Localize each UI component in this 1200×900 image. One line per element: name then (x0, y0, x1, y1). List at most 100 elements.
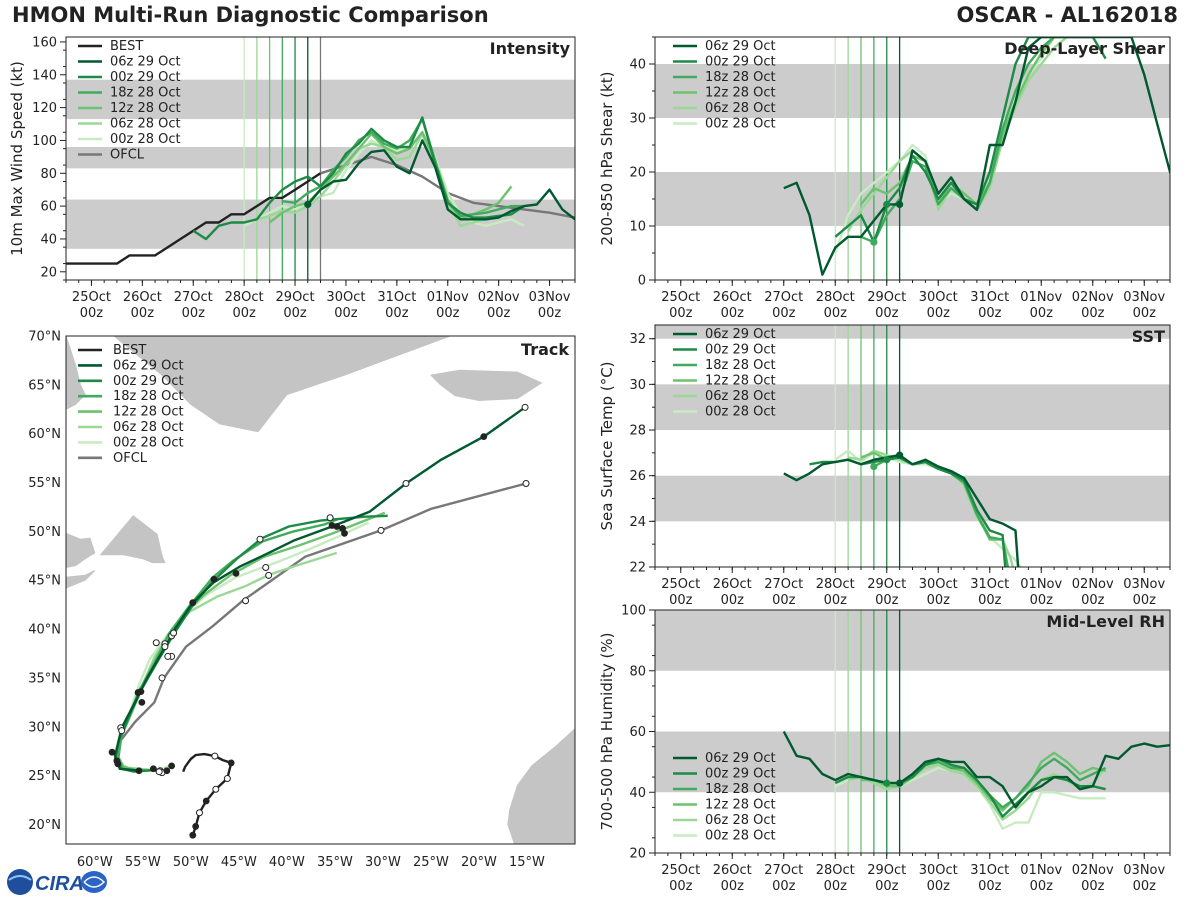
legend-label-00z-28-oct: 00z 28 Oct (705, 117, 776, 132)
x-tick-label: 26Oct (123, 290, 162, 305)
x-tick-label: 00z (182, 306, 206, 321)
track-point-open (223, 775, 231, 783)
panel-title: SST (1132, 327, 1165, 346)
x-tick-label: 00z (721, 879, 745, 894)
x-tick-label: 00z (1030, 593, 1054, 608)
track-point-open (161, 643, 169, 651)
x-tick-label: 00z (875, 306, 899, 321)
map-frame (65, 335, 576, 845)
x-tick-label: 00z (721, 306, 745, 321)
x-tick-label: 27Oct (764, 290, 803, 305)
track-point-open (195, 809, 203, 817)
x-tick-label: 00z (80, 306, 104, 321)
marker-06z-29-oct (304, 200, 312, 209)
plot-area (655, 37, 1170, 280)
rh-chart: 2040608010025Oct00z26Oct00z27Oct00z28Oct… (598, 604, 1171, 894)
x-tick-label: 26Oct (713, 290, 752, 305)
track-point-filled (210, 575, 218, 583)
track-point-filled (232, 569, 240, 577)
map-area (66, 336, 575, 844)
x-tick-label: 00z (334, 306, 358, 321)
y-tick-label: 30 (629, 378, 646, 393)
x-tick-label: 28Oct (816, 863, 855, 878)
y-tick-label: 100 (32, 134, 57, 149)
x-tick-label: 00z (669, 593, 693, 608)
track-06z-28-oct (115, 551, 338, 773)
x-tick-label: 00z (824, 306, 848, 321)
y-tick-label: 30 (629, 112, 646, 127)
track-point-filled (134, 689, 142, 696)
marker-00z-29-oct (883, 456, 891, 464)
series-06z-29-oct (783, 37, 1170, 276)
legend-label-12z-28-oct: 12z 28 Oct (113, 405, 184, 420)
legend-label-12z-28-oct: 12z 28 Oct (705, 374, 776, 389)
x-tick-label: 00z (1133, 593, 1157, 608)
x-tick-label: 27Oct (764, 863, 803, 878)
logo-text: CIRA (35, 873, 84, 895)
legend-label-18z-28-oct: 18z 28 Oct (705, 358, 776, 373)
x-tick-label: 29Oct (867, 290, 906, 305)
track-point-open (377, 526, 385, 534)
x-tick-label: 25Oct (661, 290, 700, 305)
band (655, 325, 1170, 339)
y-tick-label: 140 (32, 68, 57, 83)
track-06z-29-oct (113, 406, 526, 772)
series-00z-29-oct (192, 116, 525, 241)
y-tick-label: 20 (40, 265, 57, 280)
x-tick-label: 02Nov (1072, 577, 1114, 592)
lon-label: 40°W (269, 855, 305, 870)
x-tick-label: 31Oct (970, 863, 1009, 878)
x-tick-label: 30Oct (919, 863, 958, 878)
lat-label: 55°N (28, 476, 61, 491)
land (66, 336, 86, 410)
x-tick-label: 00z (669, 306, 693, 321)
lon-label: 20°W (461, 855, 497, 870)
lat-label: 40°N (28, 623, 61, 638)
series-06z-29-oct (783, 453, 1020, 567)
track-point-open (118, 727, 126, 735)
x-tick-label: 00z (1133, 306, 1157, 321)
globe-icon (7, 869, 33, 895)
y-tick-label: 40 (629, 58, 646, 73)
track-ofcl (116, 482, 527, 763)
y-tick-label: 100 (621, 604, 646, 619)
x-tick-label: 02Nov (1072, 290, 1114, 305)
y-tick-label: 24 (629, 515, 646, 530)
legend-label-00z-29-oct: 00z 29 Oct (705, 55, 776, 70)
lat-label: 35°N (28, 671, 61, 686)
lat-label: 50°N (28, 525, 61, 540)
track-point-open (402, 480, 410, 488)
x-tick-label: 31Oct (970, 577, 1009, 592)
x-tick-label: 01Nov (1020, 863, 1062, 878)
lon-label: 25°W (413, 855, 449, 870)
lat-label: 20°N (28, 818, 61, 833)
track-point-open (211, 752, 219, 760)
track-point-open (170, 629, 178, 637)
land (99, 515, 166, 564)
lat-label: 45°N (28, 574, 61, 589)
legend-label-00z-28-oct: 00z 28 Oct (113, 435, 184, 450)
lat-label: 30°N (28, 720, 61, 735)
y-tick-label: 26 (629, 469, 646, 484)
y-tick-label: 40 (40, 232, 57, 247)
lat-label: 70°N (28, 330, 61, 345)
plot-area (655, 325, 1170, 567)
legend-label-06z-29-oct: 06z 29 Oct (113, 358, 184, 373)
track-point-open (262, 564, 270, 572)
x-tick-label: 26Oct (713, 577, 752, 592)
y-tick-label: 32 (629, 332, 646, 347)
x-tick-label: 02Nov (1072, 863, 1114, 878)
track-point-filled (189, 599, 197, 607)
x-tick-label: 01Nov (1020, 577, 1062, 592)
band (655, 172, 1170, 226)
y-tick-label: 80 (40, 167, 57, 182)
x-tick-label: 31Oct (377, 290, 416, 305)
x-tick-label: 00z (772, 879, 796, 894)
y-axis-label: 200-850 hPa Shear (kt) (598, 72, 616, 246)
x-tick-label: 00z (669, 879, 693, 894)
series-00z-29-oct (834, 37, 1107, 244)
x-tick-label: 00z (875, 593, 899, 608)
track-map: 60°W 55°W 50°W 45°W 40°W 35°W 30°W 25°W 20°W 15°W… (28, 330, 576, 870)
legend-label-best: BEST (110, 39, 143, 54)
lon-label: 45°W (221, 855, 257, 870)
